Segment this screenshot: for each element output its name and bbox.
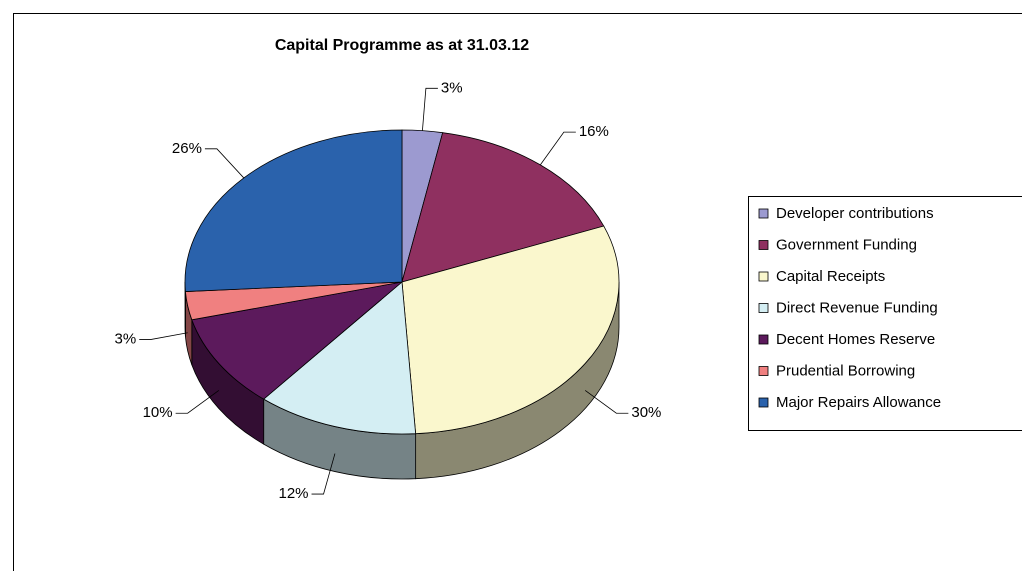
legend-swatch <box>758 366 769 376</box>
legend-label: Government Funding <box>776 236 917 253</box>
leader-line <box>139 332 188 340</box>
leader-line <box>175 390 220 414</box>
data-label: 3% <box>441 79 463 96</box>
legend-swatch <box>758 303 769 313</box>
data-label: 3% <box>115 330 137 347</box>
leader-line <box>422 87 438 131</box>
data-label: 12% <box>279 485 309 502</box>
pie-slice <box>191 281 404 400</box>
legend-label: Major Repairs Allowance <box>776 394 941 411</box>
pie-slice <box>262 281 417 435</box>
legend-label: Capital Receipts <box>776 268 885 285</box>
data-label: 30% <box>631 404 661 421</box>
data-label: 10% <box>143 404 173 421</box>
pie-slice <box>401 225 620 435</box>
chart-title: Capital Programme as at 31.03.12 <box>275 37 529 54</box>
leader-line <box>539 131 576 166</box>
data-label: 16% <box>579 123 609 140</box>
leader-line <box>311 453 336 495</box>
legend-label: Prudential Borrowing <box>776 362 915 379</box>
legend-label: Decent Homes Reserve <box>776 331 935 348</box>
legend-swatch <box>758 397 769 408</box>
legend-swatch <box>758 208 769 219</box>
legend-label: Developer contributions <box>776 205 934 222</box>
legend <box>748 196 1022 431</box>
legend-swatch <box>758 271 769 282</box>
leader-line <box>204 148 245 179</box>
pie-slice <box>184 129 403 292</box>
leader-line <box>584 390 629 414</box>
legend-swatch <box>758 334 769 345</box>
legend-swatch <box>758 240 769 250</box>
data-label: 26% <box>172 140 202 157</box>
legend-label: Direct Revenue Funding <box>776 299 938 316</box>
